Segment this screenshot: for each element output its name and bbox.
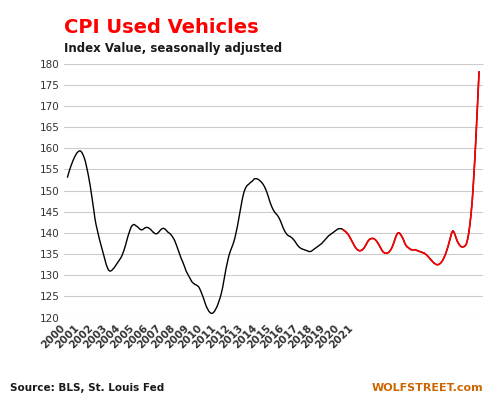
Text: Index Value, seasonally adjusted: Index Value, seasonally adjusted [64,42,282,55]
Text: Source: BLS, St. Louis Fed: Source: BLS, St. Louis Fed [10,383,164,393]
Text: CPI Used Vehicles: CPI Used Vehicles [64,18,259,37]
Text: WOLFSTREET.com: WOLFSTREET.com [372,383,483,393]
